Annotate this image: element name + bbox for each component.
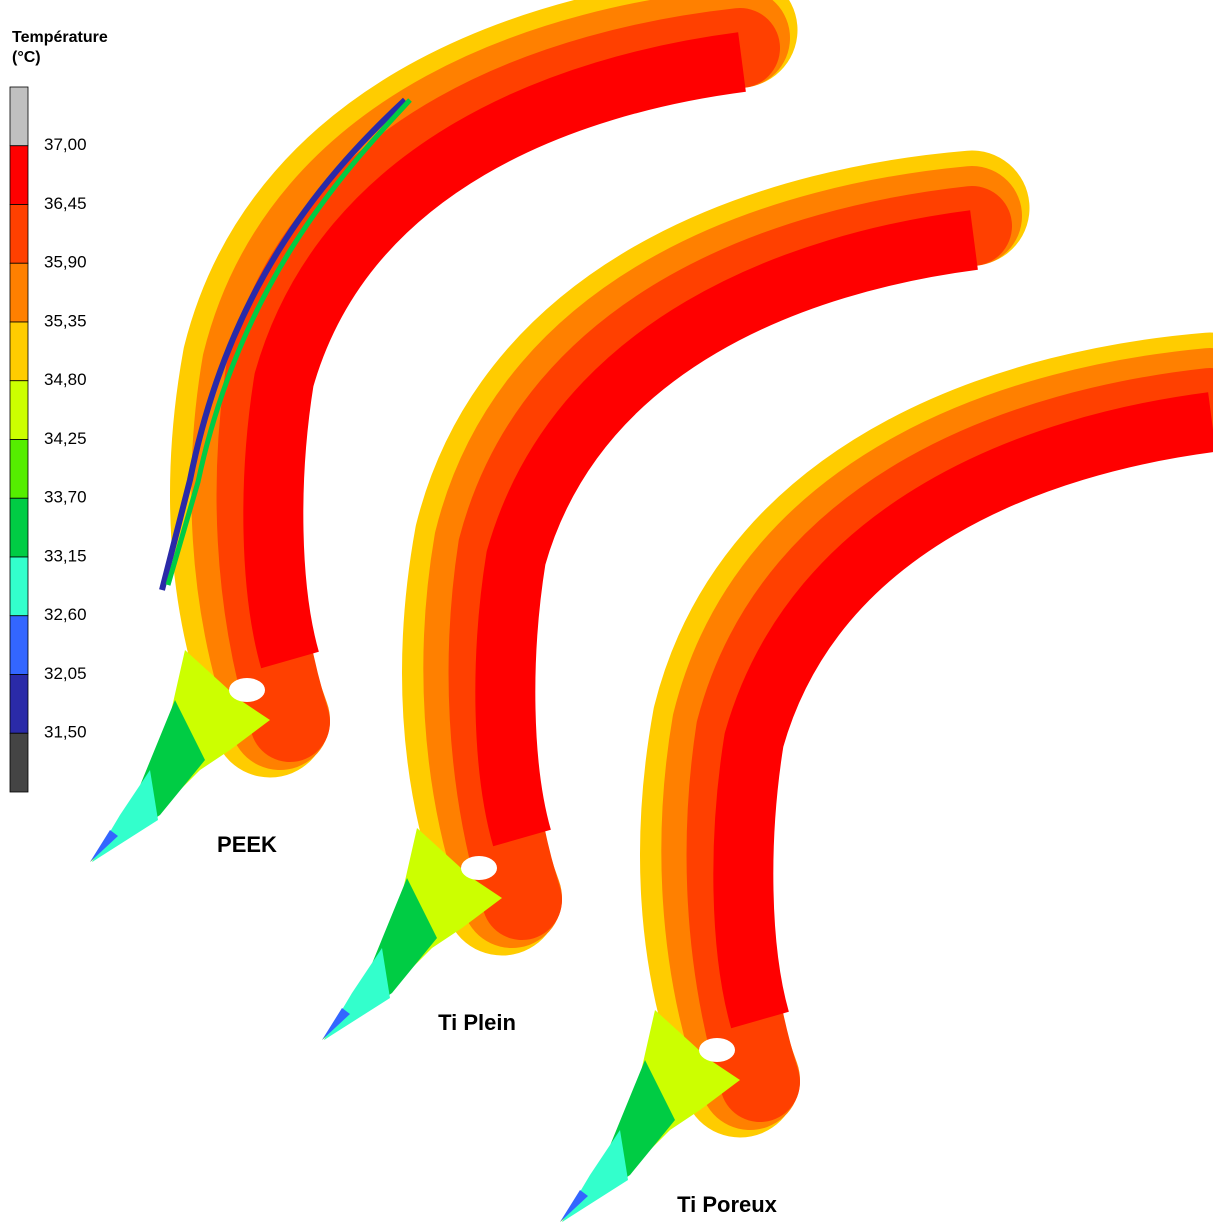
legend-level: 33,15	[44, 546, 87, 565]
legend-level: 32,05	[44, 664, 87, 683]
legend-title: Température	[12, 29, 108, 46]
legend-swatch	[9, 380, 29, 440]
legend-swatch	[9, 615, 29, 675]
legend-level: 36,45	[44, 194, 87, 213]
legend-level: 34,25	[44, 429, 87, 448]
legend-swatch	[9, 732, 29, 793]
legend-swatch	[9, 262, 29, 323]
legend-level: 35,90	[44, 253, 87, 272]
legend-swatch	[9, 497, 29, 558]
legend-swatch	[9, 145, 29, 205]
legend-level: 31,50	[44, 723, 87, 742]
specimen-label: PEEK	[217, 832, 277, 857]
legend-swatch	[9, 204, 29, 264]
legend-level: 37,00	[44, 135, 87, 154]
legend-level: 33,70	[44, 488, 87, 507]
peek-edge-band	[165, 98, 412, 586]
legend-swatch	[9, 439, 29, 499]
legend-swatch	[9, 86, 29, 147]
peek-cold-edge	[159, 97, 408, 591]
legend-swatch	[9, 556, 29, 617]
legend-swatch	[9, 674, 29, 734]
specimen-label: Ti Poreux	[677, 1192, 778, 1217]
legend-level: 34,80	[44, 370, 87, 389]
legend-unit: (°C)	[12, 49, 41, 66]
specimen-ti-poreux	[560, 390, 1212, 1222]
legend-level: 32,60	[44, 605, 87, 624]
legend-level: 35,35	[44, 311, 87, 330]
specimen-label: Ti Plein	[438, 1010, 516, 1035]
legend-swatch	[9, 321, 29, 382]
